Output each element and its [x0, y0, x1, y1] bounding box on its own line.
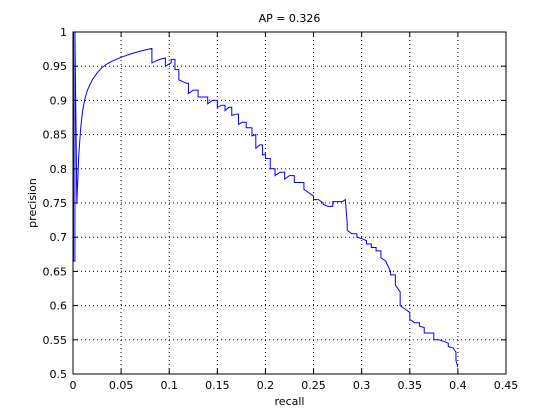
- x-tick-label: 0.45: [494, 379, 519, 392]
- x-tick-label: 0.1: [160, 379, 178, 392]
- y-tick-label: 0.5: [50, 368, 68, 381]
- grid-lines: [73, 32, 506, 374]
- y-tick-label: 0.9: [50, 94, 68, 107]
- x-tick-label: 0.4: [449, 379, 467, 392]
- y-tick-label: 0.7: [50, 231, 68, 244]
- x-tick-label: 0: [70, 379, 77, 392]
- y-axis-label: precision: [26, 178, 39, 228]
- x-tick-label: 0.25: [301, 379, 326, 392]
- x-axis-label: recall: [275, 395, 305, 408]
- y-tick-label: 0.75: [43, 197, 68, 210]
- x-tick-label: 0.3: [353, 379, 371, 392]
- y-tick-label: 0.95: [43, 60, 68, 73]
- x-tick-label: 0.05: [109, 379, 134, 392]
- y-tick-label: 1: [60, 26, 67, 39]
- axis-ticks: 0 0.05 0.1 0.15 0.2 0.25 0.3 0.35 0.4 0.45 0.5 0.55…: [43, 26, 519, 392]
- y-tick-label: 0.8: [50, 163, 68, 176]
- y-tick-label: 0.65: [43, 265, 68, 278]
- x-tick-label: 0.2: [257, 379, 275, 392]
- x-tick-label: 0.15: [205, 379, 230, 392]
- x-tick-label: 0.35: [398, 379, 423, 392]
- chart-title: AP = 0.326: [259, 12, 321, 25]
- y-tick-label: 0.55: [43, 334, 68, 347]
- precision-recall-line: [72, 31, 459, 368]
- y-tick-label: 0.6: [50, 300, 68, 313]
- y-tick-label: 0.85: [43, 129, 68, 142]
- series-layer: [72, 31, 459, 368]
